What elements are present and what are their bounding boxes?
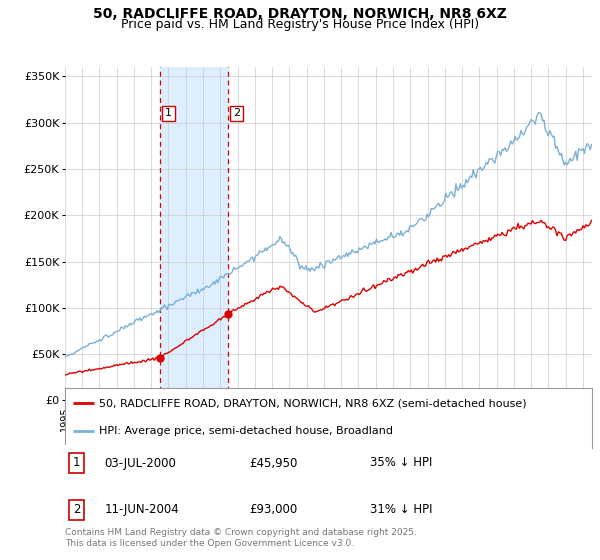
Text: 35% ↓ HPI: 35% ↓ HPI: [370, 456, 433, 469]
Text: 31% ↓ HPI: 31% ↓ HPI: [370, 503, 433, 516]
Text: 50, RADCLIFFE ROAD, DRAYTON, NORWICH, NR8 6XZ (semi-detached house): 50, RADCLIFFE ROAD, DRAYTON, NORWICH, NR…: [99, 398, 527, 408]
Text: 1: 1: [165, 109, 172, 119]
Text: Price paid vs. HM Land Registry's House Price Index (HPI): Price paid vs. HM Land Registry's House …: [121, 18, 479, 31]
Text: 50, RADCLIFFE ROAD, DRAYTON, NORWICH, NR8 6XZ: 50, RADCLIFFE ROAD, DRAYTON, NORWICH, NR…: [93, 7, 507, 21]
Text: 11-JUN-2004: 11-JUN-2004: [104, 503, 179, 516]
Text: £93,000: £93,000: [249, 503, 298, 516]
Text: Contains HM Land Registry data © Crown copyright and database right 2025.
This d: Contains HM Land Registry data © Crown c…: [65, 528, 416, 548]
Text: 2: 2: [73, 503, 80, 516]
Text: 1: 1: [73, 456, 80, 469]
Bar: [160, 67, 228, 400]
Text: 2: 2: [233, 109, 240, 119]
Text: £45,950: £45,950: [249, 456, 298, 469]
Text: 03-JUL-2000: 03-JUL-2000: [104, 456, 176, 469]
Text: HPI: Average price, semi-detached house, Broadland: HPI: Average price, semi-detached house,…: [99, 426, 393, 436]
